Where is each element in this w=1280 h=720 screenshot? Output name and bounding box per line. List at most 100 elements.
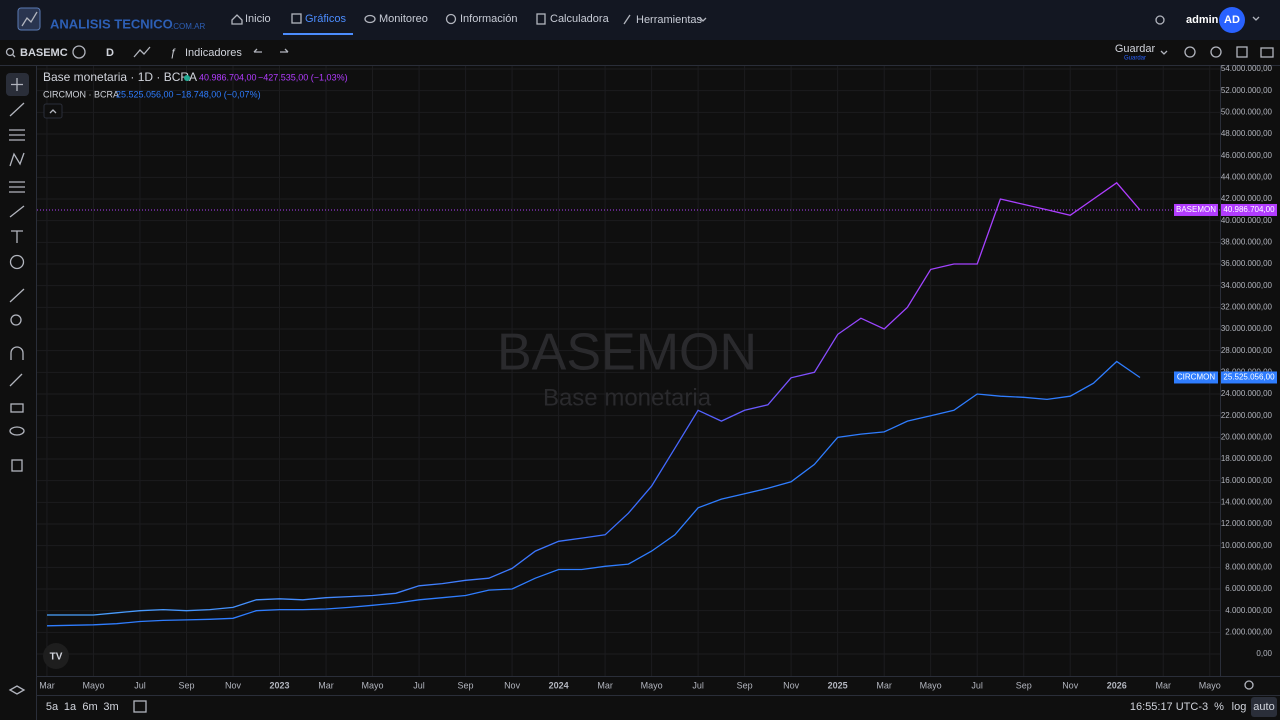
- plot: [46, 181, 1141, 627]
- collapse-legend[interactable]: [43, 103, 63, 119]
- legend-price: 40.986.704,00: [199, 72, 257, 82]
- logo[interactable]: [17, 7, 41, 31]
- x-tick-label: Mayo: [362, 680, 384, 690]
- series-line: [47, 181, 1141, 616]
- legend-price: 25.525.056,00: [116, 89, 174, 99]
- y-tick-label: 44.000.000,00: [1221, 172, 1273, 181]
- brand[interactable]: ANALISIS TECNICO: [50, 16, 173, 31]
- legend-change: −427.535,00 (−1,03%): [258, 72, 348, 82]
- x-tick-label: Mar: [1155, 680, 1171, 690]
- symbol[interactable]: BASEMC: [20, 47, 68, 59]
- x-tick-label: Mar: [876, 680, 892, 690]
- grid: [37, 66, 1220, 676]
- y-tick-label: 50.000.000,00: [1221, 107, 1273, 116]
- x-tick-label: Nov: [225, 680, 242, 690]
- tv-logo[interactable]: [43, 643, 69, 669]
- x-tick-label: Sep: [178, 680, 194, 690]
- range[interactable]: 6m: [82, 701, 97, 713]
- indicators-icon: ƒ: [170, 47, 176, 59]
- axes: 0,00 2.000.000,00 4.000.000,00 6.000.000,00…: [37, 64, 1277, 690]
- scale-mode[interactable]: log: [1232, 701, 1247, 713]
- series-tag-name: CIRCMON: [1177, 373, 1215, 382]
- price-tag: [1221, 371, 1277, 384]
- x-tick-label: Sep: [458, 680, 474, 690]
- price-tag-label: 40.986.704,00: [1223, 205, 1275, 214]
- price-tag: [1221, 203, 1277, 216]
- x-tick-label: Mayo: [920, 680, 942, 690]
- x-tick-label: 2026: [1107, 680, 1127, 690]
- x-tick-label: Jul: [413, 680, 425, 690]
- user-name[interactable]: admin: [1186, 14, 1219, 26]
- interval[interactable]: D: [106, 47, 114, 59]
- x-tick-label: Mayo: [82, 680, 104, 690]
- x-tick-label: Mar: [318, 680, 334, 690]
- x-tick-label: Jul: [971, 680, 983, 690]
- range[interactable]: 5a: [46, 701, 59, 713]
- y-tick-label: 16.000.000,00: [1221, 476, 1273, 485]
- x-tick-label: Sep: [1016, 680, 1032, 690]
- y-tick-label: 18.000.000,00: [1221, 454, 1273, 463]
- nav-link[interactable]: Gráficos: [305, 13, 346, 25]
- y-tick-label: 4.000.000,00: [1225, 606, 1272, 615]
- x-tick-label: Mayo: [641, 680, 663, 690]
- y-tick-label: 34.000.000,00: [1221, 281, 1273, 290]
- y-tick-label: 48.000.000,00: [1221, 129, 1273, 138]
- x-tick-label: Nov: [1062, 680, 1079, 690]
- y-tick-label: 46.000.000,00: [1221, 151, 1273, 160]
- toolbar: [0, 40, 1280, 65]
- watermark-title: BASEMON: [497, 324, 757, 382]
- y-tick-label: 12.000.000,00: [1221, 519, 1273, 528]
- legend-title: CIRCMON · BCRA: [43, 89, 119, 99]
- x-tick-label: Nov: [504, 680, 521, 690]
- legend-change: −18.748,00 (−0,07%): [176, 89, 261, 99]
- x-tick-label: 2025: [828, 680, 848, 690]
- scale-mode[interactable]: auto: [1253, 701, 1274, 713]
- y-tick-label: 20.000.000,00: [1221, 432, 1273, 441]
- x-tick-label: Jul: [692, 680, 704, 690]
- range[interactable]: 3m: [103, 701, 118, 713]
- x-tick-label: Mar: [597, 680, 613, 690]
- svg-text:TV: TV: [50, 652, 63, 663]
- x-tick-label: 2023: [269, 680, 289, 690]
- y-tick-label: 52.000.000,00: [1221, 86, 1273, 95]
- avatar[interactable]: [1219, 7, 1245, 33]
- y-tick-label: 14.000.000,00: [1221, 497, 1273, 506]
- y-tick-label: 0,00: [1256, 649, 1272, 658]
- legend-title: Base monetaria · 1D · BCRA: [43, 70, 197, 84]
- y-tick-label: 22.000.000,00: [1221, 411, 1273, 420]
- scale-mode[interactable]: %: [1214, 701, 1224, 713]
- series-line: [46, 360, 1141, 627]
- y-tick-label: 54.000.000,00: [1221, 64, 1273, 73]
- y-tick-label: 2.000.000,00: [1225, 627, 1272, 636]
- save[interactable]: Guardar: [1115, 43, 1156, 55]
- x-tick-label: Jul: [134, 680, 146, 690]
- nav-link[interactable]: Calculadora: [550, 13, 610, 25]
- y-tick-label: 8.000.000,00: [1225, 562, 1272, 571]
- nav-bar: [0, 0, 1280, 40]
- nav-link[interactable]: Inicio: [245, 13, 271, 25]
- nav-link[interactable]: Herramientas: [636, 14, 703, 26]
- x-tick-label: Nov: [783, 680, 800, 690]
- series-tag: [1174, 371, 1218, 384]
- y-tick-label: 24.000.000,00: [1221, 389, 1273, 398]
- x-tick-label: Mayo: [1199, 680, 1221, 690]
- y-tick-label: 28.000.000,00: [1221, 346, 1273, 355]
- y-tick-label: 36.000.000,00: [1221, 259, 1273, 268]
- y-tick-label: 40.000.000,00: [1221, 216, 1273, 225]
- x-tick-label: 2024: [549, 680, 569, 690]
- indicators[interactable]: Indicadores: [185, 47, 242, 59]
- x-tick-label: Mar: [39, 680, 55, 690]
- y-tick-label: 10.000.000,00: [1221, 541, 1273, 550]
- nav-link[interactable]: Información: [460, 13, 517, 25]
- series-tag-name: BASEMON: [1176, 205, 1216, 214]
- series-tag: [1174, 203, 1218, 216]
- avatar-initials: AD: [1224, 14, 1240, 26]
- clock: 16:55:17 UTC-3: [1130, 701, 1208, 713]
- y-tick-label: 38.000.000,00: [1221, 237, 1273, 246]
- save-status: Guardar: [1124, 56, 1146, 62]
- range[interactable]: 1a: [64, 701, 77, 713]
- nav-link[interactable]: Monitoreo: [379, 13, 428, 25]
- x-tick-label: Sep: [737, 680, 753, 690]
- y-tick-label: 30.000.000,00: [1221, 324, 1273, 333]
